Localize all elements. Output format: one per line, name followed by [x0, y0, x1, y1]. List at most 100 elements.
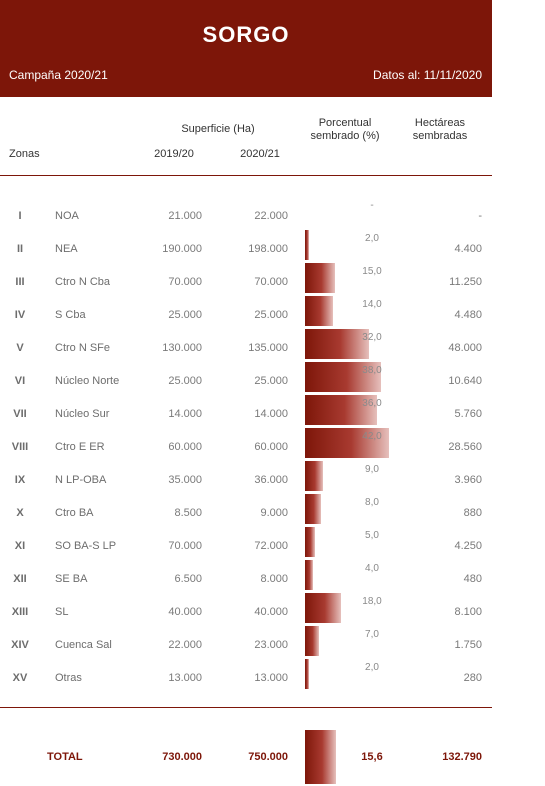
superficie-2019: 40.000	[168, 606, 202, 618]
hectareas-sembradas: 4.480	[454, 309, 482, 321]
hectareas-sembradas: 48.000	[448, 342, 482, 354]
zone-number: VIII	[11, 441, 29, 453]
pct-label: 14,0	[362, 299, 382, 310]
zone-number: I	[18, 210, 22, 222]
zone-name: Ctro N Cba	[55, 276, 111, 288]
pct-label: 18,0	[362, 596, 382, 607]
header-banner: SORGO Campaña 2020/21 Datos al: 11/11/20…	[0, 0, 492, 97]
pct-bar	[305, 659, 309, 689]
superficie-2020: 36.000	[254, 474, 288, 486]
zone-name: Ctro E ER	[55, 441, 105, 453]
zone-number: XIV	[11, 639, 29, 651]
zone-number: XII	[13, 573, 27, 585]
pct-label: 7,0	[365, 629, 379, 640]
hectareas-sembradas: 1.750	[454, 639, 482, 651]
pct-label: 36,0	[362, 398, 382, 409]
superficie-2019: 6.500	[174, 573, 202, 585]
pct-label: 5,0	[365, 530, 379, 541]
pct-bar	[305, 263, 335, 293]
superficie-2019: 22.000	[168, 639, 202, 651]
superficie-2019: 25.000	[168, 309, 202, 321]
pct-bar	[305, 461, 323, 491]
pct-header: Porcentual sembrado (%)	[305, 117, 385, 143]
pct-bar	[305, 560, 313, 590]
superficie-2019: 70.000	[168, 276, 202, 288]
zone-number: VI	[14, 375, 26, 387]
superficie-header: Superficie (Ha)	[181, 123, 255, 135]
superficie-2020: 14.000	[254, 408, 288, 420]
hectareas-sembradas: 4.400	[454, 243, 482, 255]
total-hectareas: 132.790	[442, 751, 482, 763]
zone-name: Otras	[55, 672, 82, 684]
superficie-2020: 22.000	[254, 210, 288, 222]
zone-name: Ctro N SFe	[55, 342, 111, 354]
superficie-2020: 198.000	[248, 243, 288, 255]
superficie-2019: 130.000	[162, 342, 202, 354]
pct-bar	[305, 230, 309, 260]
pct-label: 8,0	[365, 497, 379, 508]
total-label: TOTAL	[47, 751, 83, 763]
hectareas-sembradas: 4.250	[454, 540, 482, 552]
ha-header: Hectáreas sembradas	[400, 117, 480, 143]
campaign-label: Campaña 2020/21	[9, 68, 108, 82]
superficie-2019: 35.000	[168, 474, 202, 486]
pct-label: 42,0	[362, 431, 382, 442]
pct-bar	[305, 362, 381, 392]
superficie-2020: 8.000	[260, 573, 288, 585]
superficie-2020: 40.000	[254, 606, 288, 618]
superficie-2019: 70.000	[168, 540, 202, 552]
hectareas-sembradas: 880	[463, 507, 482, 519]
superficie-2019: 8.500	[174, 507, 202, 519]
pct-label: -	[370, 200, 374, 211]
hectareas-sembradas: 280	[463, 672, 482, 684]
pct-bar	[305, 296, 333, 326]
pct-bar	[305, 494, 321, 524]
hectareas-sembradas: 480	[463, 573, 482, 585]
zone-name: NOA	[55, 210, 79, 222]
zone-number: IV	[14, 309, 26, 321]
superficie-2020: 9.000	[260, 507, 288, 519]
hectareas-sembradas: 8.100	[454, 606, 482, 618]
zonas-header: Zonas	[9, 148, 40, 160]
pct-label: 2,0	[365, 662, 379, 673]
hectareas-sembradas: 5.760	[454, 408, 482, 420]
page-title: SORGO	[202, 22, 290, 47]
pct-bar	[305, 428, 389, 458]
superficie-2020: 13.000	[254, 672, 288, 684]
superficie-2019: 14.000	[168, 408, 202, 420]
pct-bar	[305, 329, 369, 359]
year2-header: 2020/21	[240, 148, 280, 160]
zone-name: SE BA	[55, 573, 88, 585]
year1-header: 2019/20	[154, 148, 194, 160]
zone-name: Núcleo Norte	[55, 375, 120, 387]
pct-label: 2,0	[365, 233, 379, 244]
pct-bar	[305, 395, 377, 425]
hectareas-sembradas: -	[478, 210, 482, 222]
zone-name: N LP-OBA	[55, 474, 107, 486]
zone-number: V	[16, 342, 24, 354]
pct-label: 4,0	[365, 563, 379, 574]
pct-label: 32,0	[362, 332, 382, 343]
zone-number: XI	[14, 540, 26, 552]
pct-header-line2: sembrado (%)	[310, 130, 380, 142]
superficie-2020: 135.000	[248, 342, 288, 354]
pct-bar	[305, 527, 315, 557]
superficie-2019: 25.000	[168, 375, 202, 387]
zone-name: Núcleo Sur	[55, 408, 110, 420]
zone-number: XV	[12, 672, 28, 684]
superficie-2019: 190.000	[162, 243, 202, 255]
superficie-2020: 72.000	[254, 540, 288, 552]
superficie-2020: 70.000	[254, 276, 288, 288]
ha-header-line2: sembradas	[412, 130, 468, 142]
pct-bar	[305, 593, 341, 623]
hectareas-sembradas: 28.560	[448, 441, 482, 453]
superficie-2020: 60.000	[254, 441, 288, 453]
data-date-label: Datos al: 11/11/2020	[373, 68, 482, 82]
pct-bar	[305, 626, 319, 656]
total-pct-label: 15,6	[361, 751, 383, 763]
superficie-2019: 60.000	[168, 441, 202, 453]
total-divider	[0, 707, 492, 708]
hectareas-sembradas: 11.250	[449, 276, 482, 288]
zone-number: X	[16, 507, 24, 519]
total-pct-bar	[305, 730, 337, 784]
